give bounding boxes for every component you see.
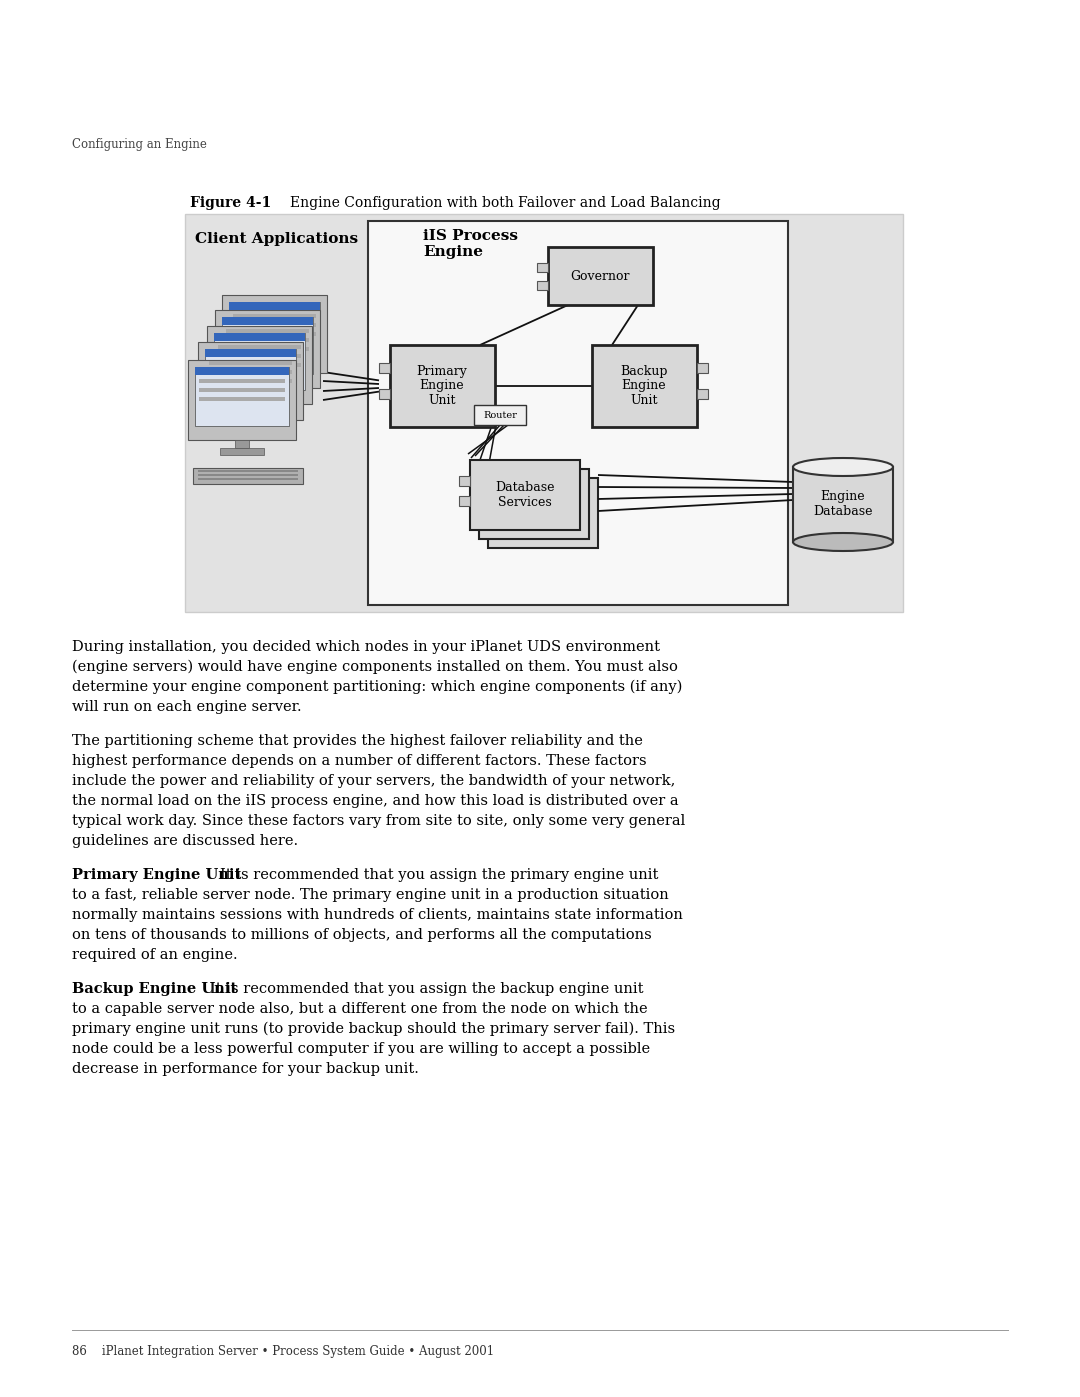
Text: Backup Engine Unit: Backup Engine Unit	[72, 982, 238, 996]
Text: Figure 4-1: Figure 4-1	[190, 196, 271, 210]
Bar	[243, 420, 257, 427]
Bar	[195, 367, 289, 426]
Text: Router: Router	[483, 411, 517, 419]
Bar	[252, 381, 296, 388]
Text: Engine
Database: Engine Database	[813, 490, 873, 518]
Bar	[233, 332, 316, 337]
Ellipse shape	[793, 534, 893, 550]
Text: Backup
Engine
Unit: Backup Engine Unit	[620, 365, 667, 408]
Text: Governor: Governor	[570, 270, 630, 282]
Text: Configuring an Engine: Configuring an Engine	[72, 138, 207, 151]
Text: It is recommended that you assign the backup engine unit: It is recommended that you assign the ba…	[210, 982, 644, 996]
Bar	[548, 247, 653, 305]
Bar	[229, 302, 320, 359]
Bar	[218, 363, 301, 367]
Bar	[390, 345, 495, 427]
Bar	[199, 388, 285, 393]
Bar	[198, 474, 298, 476]
Bar	[474, 405, 526, 425]
Bar	[199, 379, 285, 383]
Text: determine your engine component partitioning: which engine components (if any): determine your engine component partitio…	[72, 680, 683, 694]
Bar	[220, 448, 264, 455]
Bar	[195, 367, 289, 374]
Text: normally maintains sessions with hundreds of clients, maintains state informatio: normally maintains sessions with hundred…	[72, 908, 683, 922]
Bar	[198, 478, 298, 481]
Bar	[237, 412, 281, 419]
Text: highest performance depends on a number of different factors. These factors: highest performance depends on a number …	[72, 754, 647, 768]
Text: Database
Services: Database Services	[496, 481, 555, 509]
Bar	[199, 397, 285, 401]
Ellipse shape	[793, 458, 893, 476]
Text: primary engine unit runs (to provide backup should the primary server fail). Thi: primary engine unit runs (to provide bac…	[72, 1023, 675, 1037]
Text: node could be a less powerful computer if you are willing to accept a possible: node could be a less powerful computer i…	[72, 1042, 650, 1056]
Text: Primary
Engine
Unit: Primary Engine Unit	[417, 365, 468, 408]
Bar	[697, 363, 708, 373]
Text: required of an engine.: required of an engine.	[72, 949, 238, 963]
Text: on tens of thousands to millions of objects, and performs all the computations: on tens of thousands to millions of obje…	[72, 928, 651, 942]
Bar	[537, 281, 548, 291]
Text: will run on each engine server.: will run on each engine server.	[72, 700, 301, 714]
Bar	[235, 440, 249, 448]
Bar	[233, 314, 316, 319]
Bar	[379, 388, 390, 400]
Bar	[210, 379, 292, 383]
Bar	[233, 323, 316, 327]
Bar	[245, 395, 289, 402]
Bar	[480, 469, 589, 539]
Text: typical work day. Since these factors vary from site to site, only some very gen: typical work day. Since these factors va…	[72, 814, 685, 828]
Bar	[793, 467, 893, 542]
Bar	[218, 353, 301, 358]
Text: include the power and reliability of your servers, the bandwidth of your network: include the power and reliability of you…	[72, 774, 675, 788]
Text: decrease in performance for your backup unit.: decrease in performance for your backup …	[72, 1062, 419, 1076]
Bar	[260, 388, 274, 395]
Bar	[267, 373, 281, 381]
Bar	[188, 360, 296, 440]
Bar	[210, 370, 292, 374]
Bar	[229, 302, 320, 310]
Bar	[205, 349, 296, 358]
Text: 86    iPlanet Integration Server • Process System Guide • August 2001: 86 iPlanet Integration Server • Process …	[72, 1345, 495, 1358]
Bar	[185, 214, 903, 612]
Bar	[214, 332, 305, 390]
Bar	[222, 317, 313, 374]
Bar	[198, 469, 298, 472]
Bar	[226, 346, 309, 351]
Text: Engine Configuration with both Failover and Load Balancing: Engine Configuration with both Failover …	[291, 196, 720, 210]
Bar	[537, 263, 548, 272]
Bar	[697, 388, 708, 400]
Bar	[193, 468, 303, 483]
Bar	[218, 345, 301, 349]
Bar	[592, 345, 697, 427]
Bar	[214, 332, 305, 341]
Bar	[368, 221, 788, 605]
Text: (engine servers) would have engine components installed on them. You must also: (engine servers) would have engine compo…	[72, 659, 678, 675]
Text: the normal load on the iIS process engine, and how this load is distributed over: the normal load on the iIS process engin…	[72, 793, 678, 807]
Bar	[379, 363, 390, 373]
Bar	[215, 310, 320, 388]
Text: Primary Engine Unit: Primary Engine Unit	[72, 868, 241, 882]
Text: During installation, you decided which nodes in your iPlanet UDS environment: During installation, you decided which n…	[72, 640, 660, 654]
Text: guidelines are discussed here.: guidelines are discussed here.	[72, 834, 298, 848]
Text: It is recommended that you assign the primary engine unit: It is recommended that you assign the pr…	[220, 868, 659, 882]
Text: to a fast, reliable server node. The primary engine unit in a production situati: to a fast, reliable server node. The pri…	[72, 888, 669, 902]
Text: to a capable server node also, but a different one from the node on which the: to a capable server node also, but a dif…	[72, 1002, 648, 1016]
Text: iIS Process
Engine: iIS Process Engine	[423, 229, 518, 260]
Bar	[210, 360, 292, 365]
Bar	[228, 427, 272, 434]
Bar	[207, 326, 312, 404]
Bar	[222, 317, 313, 326]
Text: The partitioning scheme that provides the highest failover reliability and the: The partitioning scheme that provides th…	[72, 733, 643, 747]
Bar	[198, 342, 303, 420]
Bar	[488, 478, 598, 548]
Bar	[226, 338, 309, 342]
Bar	[226, 330, 309, 332]
Bar	[222, 295, 327, 373]
Bar	[252, 404, 266, 412]
Bar	[470, 460, 580, 529]
Bar	[459, 476, 470, 486]
Bar	[205, 349, 296, 407]
Bar	[459, 496, 470, 506]
Text: Client Applications: Client Applications	[195, 232, 359, 246]
